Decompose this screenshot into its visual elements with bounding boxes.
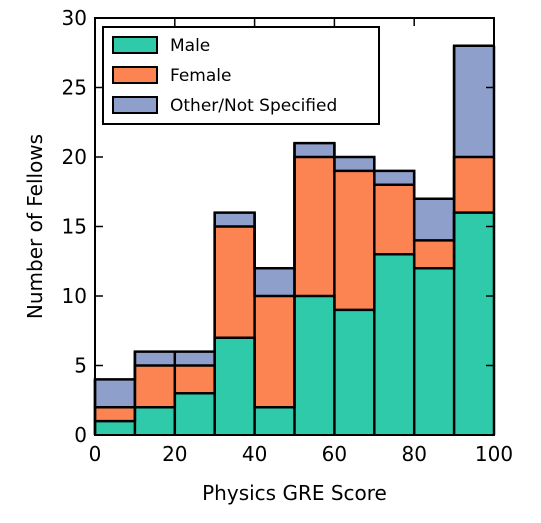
bar-female-bin-2 bbox=[174, 365, 215, 394]
bar-other-not-specified-bin-9 bbox=[454, 45, 494, 157]
bar-male-bin-9 bbox=[454, 212, 494, 435]
ticks-layer: 0 20 40 60 80 100 0 5 10 15 20 25 30 bbox=[62, 6, 514, 466]
y-axis-title: Number of Fellows bbox=[23, 134, 47, 319]
bar-male-bin-3 bbox=[214, 337, 255, 435]
y-tick-label-5: 5 bbox=[74, 354, 87, 378]
bar-other-not-specified-bin-7 bbox=[374, 170, 415, 185]
bar-female-bin-9 bbox=[454, 157, 494, 213]
bar-male-bin-7 bbox=[374, 254, 415, 435]
bar-other-not-specified-bin-0 bbox=[95, 379, 135, 408]
legend-swatch-female bbox=[112, 66, 158, 84]
bar-female-bin-7 bbox=[374, 184, 415, 255]
bar-female-bin-4 bbox=[254, 296, 295, 408]
y-tick-label-15: 15 bbox=[62, 215, 87, 239]
x-tick-label-60: 60 bbox=[322, 442, 347, 466]
x-axis-title: Physics GRE Score bbox=[202, 481, 387, 505]
x-tick-label-80: 80 bbox=[401, 442, 426, 466]
y-tick-label-25: 25 bbox=[62, 76, 87, 100]
bar-other-not-specified-bin-5 bbox=[294, 143, 335, 157]
legend-label-male: Male bbox=[170, 36, 210, 56]
bar-male-bin-6 bbox=[334, 309, 375, 435]
bar-other-not-specified-bin-4 bbox=[254, 268, 295, 296]
bars-layer bbox=[93, 44, 496, 435]
bar-other-not-specified-bin-8 bbox=[414, 198, 455, 241]
bar-male-bin-5 bbox=[294, 296, 335, 435]
x-tick-label-40: 40 bbox=[242, 442, 267, 466]
bar-other-not-specified-bin-2 bbox=[174, 351, 215, 366]
bar-other-not-specified-bin-3 bbox=[214, 212, 255, 227]
legend-swatch-male bbox=[112, 36, 158, 54]
bar-male-bin-8 bbox=[414, 268, 455, 435]
bar-female-bin-3 bbox=[214, 226, 255, 338]
legend-label-other-not-specified: Other/Not Specified bbox=[170, 96, 337, 116]
bar-male-bin-1 bbox=[134, 407, 175, 435]
y-tick-label-0: 0 bbox=[74, 423, 87, 447]
bar-male-bin-0 bbox=[95, 421, 135, 435]
legend: Male Female Other/Not Specified bbox=[102, 26, 380, 125]
bar-female-bin-6 bbox=[334, 170, 375, 310]
x-tick-label-20: 20 bbox=[162, 442, 187, 466]
bar-female-bin-0 bbox=[95, 407, 135, 422]
bar-male-bin-2 bbox=[174, 393, 215, 435]
y-tick-label-10: 10 bbox=[62, 284, 87, 308]
x-tick-label-100: 100 bbox=[475, 442, 513, 466]
bar-other-not-specified-bin-6 bbox=[334, 157, 375, 171]
bar-female-bin-5 bbox=[294, 157, 335, 296]
bar-female-bin-1 bbox=[134, 365, 175, 408]
bar-male-bin-4 bbox=[254, 407, 295, 435]
y-tick-label-30: 30 bbox=[62, 6, 87, 30]
x-tick-label-0: 0 bbox=[89, 442, 102, 466]
y-tick-label-20: 20 bbox=[62, 145, 87, 169]
legend-swatch-other-not-specified bbox=[112, 96, 158, 114]
bar-other-not-specified-bin-1 bbox=[134, 351, 175, 366]
legend-label-female: Female bbox=[170, 66, 231, 86]
bar-female-bin-8 bbox=[414, 240, 455, 269]
